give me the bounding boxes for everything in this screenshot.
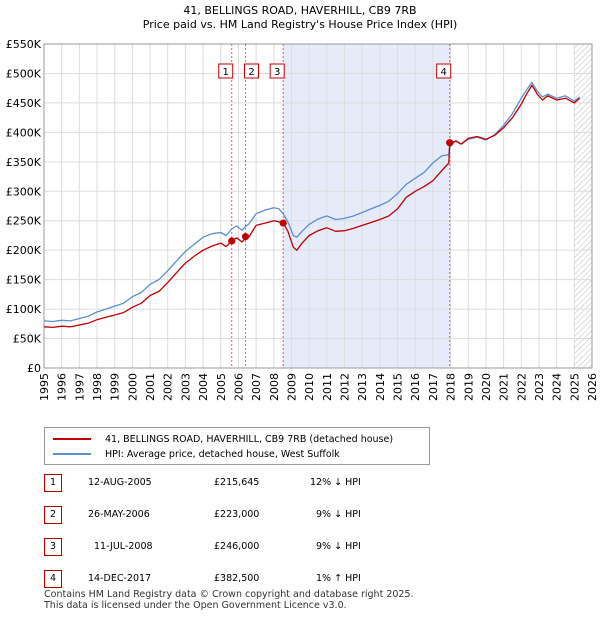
x-tick-label: 2018: [445, 373, 458, 401]
x-tick-label: 2012: [339, 373, 352, 401]
y-tick-label: £400K: [6, 126, 42, 139]
transaction-price: £382,500: [214, 573, 260, 584]
x-tick-label: 2020: [480, 373, 493, 401]
transaction-number-badge: 2: [44, 506, 62, 524]
x-tick-label: 2002: [162, 373, 175, 401]
legend-label-hpi: HPI: Average price, detached house, West…: [105, 448, 340, 460]
legend-swatch-hpi: [53, 453, 91, 455]
price-chart: 41, BELLINGS ROAD, HAVERHILL, CB9 7RB Pr…: [6, 4, 599, 401]
sale-marker-box: [436, 63, 452, 79]
legend-item-hpi: HPI: Average price, detached house, West…: [53, 447, 340, 461]
x-tick-label: 2015: [392, 373, 405, 401]
x-tick-label: 2013: [356, 373, 369, 401]
y-tick-label: £300K: [6, 185, 42, 198]
transaction-number-badge: 1: [44, 474, 62, 492]
attribution-line-2: This data is licensed under the Open Gov…: [44, 600, 347, 611]
x-tick-label: 1997: [73, 373, 86, 401]
y-tick-label: £250K: [6, 215, 42, 228]
sale-marker-label: 1: [223, 67, 229, 78]
sale-marker-box: [218, 63, 234, 79]
transaction-date: 26-MAY-2006: [88, 509, 150, 520]
table-row: 3 11-JUL-2008 £246,000 9% ↓ HPI: [44, 538, 424, 556]
x-tick-label: 2026: [586, 373, 599, 401]
sale-point: [241, 233, 250, 241]
x-tick-label: 1996: [56, 373, 69, 401]
transaction-price: £223,000: [214, 509, 260, 520]
x-tick-label: 2000: [126, 373, 139, 401]
x-tick-label: 1998: [91, 373, 104, 401]
x-tick-label: 2016: [409, 373, 422, 401]
sale-marker-label: 2: [248, 67, 254, 78]
y-tick-label: £200K: [6, 244, 42, 257]
sale-marker-label: 3: [274, 67, 280, 78]
x-tick-label: 2022: [515, 373, 528, 401]
sale-marker-label: 4: [441, 67, 447, 78]
x-tick-label: 2024: [551, 373, 564, 401]
y-tick-label: £550K: [6, 38, 42, 51]
legend-label-property: 41, BELLINGS ROAD, HAVERHILL, CB9 7RB (d…: [105, 433, 394, 445]
forecast-hatch: [574, 44, 592, 368]
plot-frame: [43, 43, 593, 369]
transaction-hpi-delta: 1% ↑ HPI: [316, 573, 361, 584]
x-tick-label: 2003: [179, 373, 192, 401]
x-tick-label: 2004: [197, 373, 210, 401]
y-tick-label: £150K: [6, 274, 42, 287]
series-line: [43, 81, 580, 323]
transaction-number-badge: 4: [44, 570, 62, 588]
transaction-date: 12-AUG-2005: [88, 477, 152, 488]
chart-legend: 41, BELLINGS ROAD, HAVERHILL, CB9 7RB (d…: [44, 427, 430, 465]
y-tick-label: £500K: [6, 67, 42, 80]
legend-item-property: 41, BELLINGS ROAD, HAVERHILL, CB9 7RB (d…: [53, 432, 393, 446]
y-tick-label: £100K: [6, 303, 42, 316]
x-tick-label: 1995: [38, 373, 51, 401]
x-tick-label: 2010: [303, 373, 316, 401]
legend-swatch-property: [53, 438, 91, 440]
x-tick-label: 2025: [568, 373, 581, 401]
transaction-price: £246,000: [214, 541, 260, 552]
transaction-number-badge: 3: [44, 538, 62, 556]
table-row: 4 14-DEC-2017 £382,500 1% ↑ HPI: [44, 570, 424, 588]
attribution-footer: Contains HM Land Registry data © Crown c…: [44, 589, 414, 611]
y-tick-label: £50K: [13, 333, 42, 346]
transaction-hpi-delta: 9% ↓ HPI: [316, 509, 361, 520]
x-tick-label: 2019: [462, 373, 475, 401]
x-tick-label: 2011: [321, 373, 334, 401]
transaction-hpi-delta: 12% ↓ HPI: [310, 477, 361, 488]
x-tick-label: 2001: [144, 373, 157, 401]
x-tick-label: 2009: [285, 373, 298, 401]
sale-marker-box: [269, 63, 285, 79]
x-tick-label: 2023: [533, 373, 546, 401]
shaded-period: [283, 44, 450, 368]
transaction-date: 11-JUL-2008: [94, 541, 153, 552]
chart-subtitle: Price paid vs. HM Land Registry's House …: [143, 18, 458, 31]
sale-point: [279, 219, 287, 227]
table-row: 2 26-MAY-2006 £223,000 9% ↓ HPI: [44, 506, 424, 524]
x-tick-label: 2008: [268, 373, 281, 401]
attribution-line-1: Contains HM Land Registry data © Crown c…: [44, 589, 414, 600]
y-tick-label: £350K: [6, 156, 42, 169]
x-tick-label: 2021: [498, 373, 511, 401]
transaction-date: 14-DEC-2017: [88, 573, 152, 584]
x-tick-label: 2007: [250, 373, 263, 401]
transaction-price: £215,645: [214, 477, 260, 488]
y-tick-label: £450K: [6, 97, 42, 110]
series-line: [43, 84, 581, 329]
y-tick-label: £0: [27, 362, 41, 375]
table-row: 1 12-AUG-2005 £215,645 12% ↓ HPI: [44, 474, 424, 492]
x-tick-label: 1999: [109, 373, 122, 401]
x-tick-label: 2006: [232, 373, 245, 401]
x-tick-label: 2005: [215, 373, 228, 401]
x-tick-label: 2017: [427, 373, 440, 401]
transaction-hpi-delta: 9% ↓ HPI: [316, 541, 361, 552]
sale-point: [228, 237, 236, 245]
x-tick-label: 2014: [374, 373, 387, 401]
sale-point: [446, 139, 454, 147]
sale-marker-box: [244, 63, 260, 79]
chart-title: 41, BELLINGS ROAD, HAVERHILL, CB9 7RB: [183, 4, 416, 17]
